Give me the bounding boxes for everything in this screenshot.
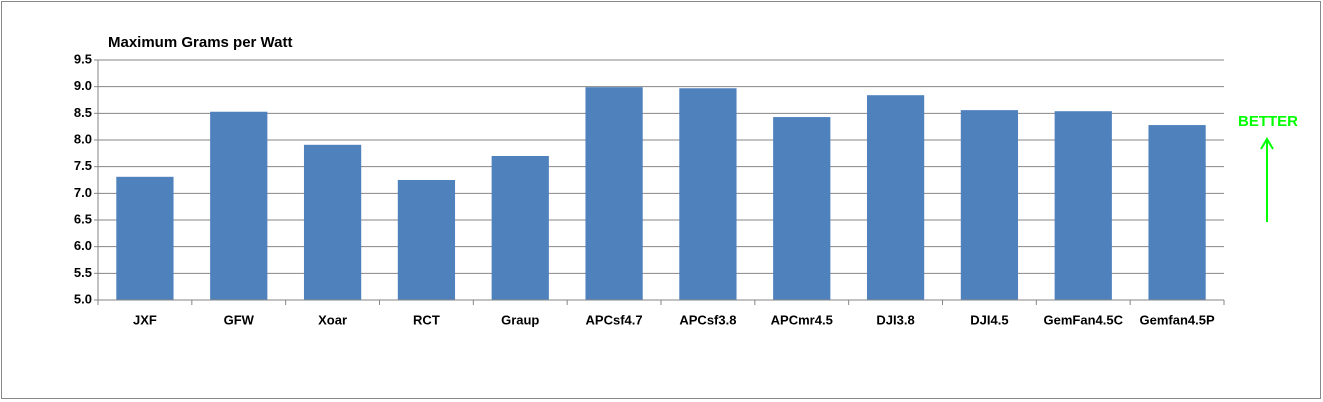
y-tick-label: 7.0 (74, 185, 92, 200)
y-tick-label: 5.0 (74, 291, 92, 306)
bar (1148, 125, 1206, 300)
bar (866, 95, 925, 300)
bar (960, 110, 1019, 300)
y-tick-label: 9.5 (74, 51, 92, 66)
x-tick-label: GFW (224, 312, 255, 327)
x-tick-label: Xoar (318, 312, 347, 327)
y-tick-label: 6.5 (74, 211, 92, 226)
x-tick-label: Graup (501, 312, 539, 327)
bar (1054, 111, 1112, 300)
bar (491, 156, 549, 300)
x-tick-label: APCsf4.7 (586, 312, 643, 327)
y-tick-label: 5.5 (74, 265, 92, 280)
bar (585, 87, 643, 300)
x-tick-label: Gemfan4.5P (1140, 312, 1215, 327)
annotation: BETTER (1238, 113, 1298, 130)
x-tick-label: DJI4.5 (970, 312, 1008, 327)
x-tick-label: JXF (133, 312, 157, 327)
bar (116, 176, 174, 300)
bar (679, 88, 737, 301)
bar (210, 111, 268, 300)
bar (397, 180, 456, 300)
annotation-arrowhead (1260, 137, 1274, 150)
x-tick-label: APCsf3.8 (679, 312, 736, 327)
bar (303, 144, 362, 300)
x-tick-label: DJI3.8 (876, 312, 914, 327)
x-tick-label: GemFan4.5C (1044, 312, 1124, 327)
y-tick-label: 6.0 (74, 238, 92, 253)
y-tick-label: 7.5 (74, 158, 92, 173)
chart-title: Maximum Grams per Watt (108, 34, 293, 51)
bar (773, 117, 831, 300)
x-tick-label: APCmr4.5 (771, 312, 833, 327)
y-tick-label: 9.0 (74, 78, 92, 93)
y-tick-label: 8.5 (74, 105, 92, 120)
x-tick-label: RCT (413, 312, 440, 327)
y-tick-label: 8.0 (74, 131, 92, 146)
